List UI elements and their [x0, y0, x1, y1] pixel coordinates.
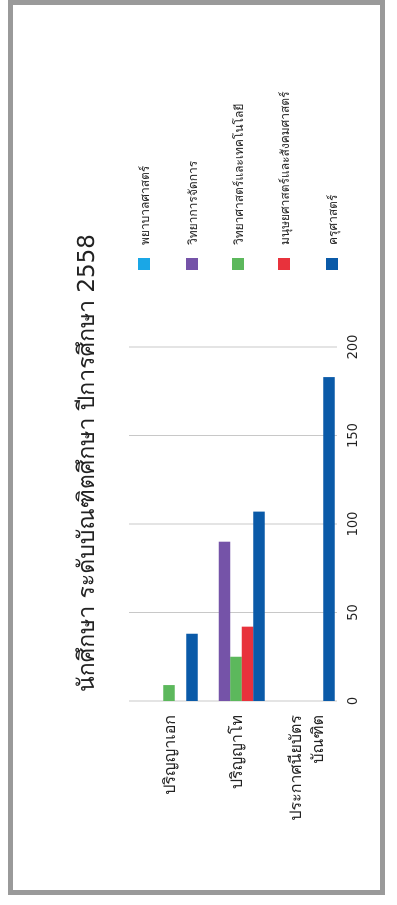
category-label: ปริญญาเอก [160, 715, 179, 795]
tick-label: 200 [346, 335, 361, 360]
bar [163, 685, 175, 701]
legend-swatch [186, 258, 198, 270]
category-label: ปริญญาโท [227, 715, 246, 789]
tick-label: 50 [346, 604, 361, 621]
bar [241, 626, 254, 701]
grid [129, 346, 337, 702]
tick-label: 100 [346, 512, 361, 537]
category-label: ประกาศนียบัตร [286, 715, 305, 821]
chart-frame [8, 0, 385, 895]
legend-label: วิทยาศาสตร์และเทคโนโลยี [232, 104, 246, 246]
bar [253, 511, 265, 701]
legend-swatch [232, 258, 244, 270]
legend-label: พยาบาลศาสตร์ [138, 165, 152, 245]
legend: พยาบาลศาสตร์ วิทยาการจัดการ วิทยาศาสตร์และ… [138, 91, 341, 270]
category-labels: ปริญญาเอก ปริญญาโท ประกาศนียบัตร บัณฑิต [160, 715, 327, 821]
bar [218, 541, 231, 701]
chart-title: นักศึกษา ระดับบัณฑิตศึกษา ปีการศึกษา 255… [74, 234, 100, 692]
legend-label: วิทยาการจัดการ [186, 160, 200, 245]
bars [163, 377, 335, 701]
tick-label: 0 [346, 697, 361, 705]
legend-swatch [138, 258, 150, 270]
legend-label: มนุษยศาสตร์และสังคมศาสตร์ [278, 91, 293, 245]
tick-label: 150 [346, 423, 361, 448]
category-label: บัณฑิต [308, 715, 327, 764]
bar [230, 656, 242, 701]
legend-swatch [326, 258, 338, 270]
legend-label: ครุศาสตร์ [326, 194, 341, 245]
tick-labels: 0 50 100 150 200 [346, 335, 361, 706]
bar [186, 633, 198, 701]
legend-swatch [278, 258, 290, 270]
bar [323, 377, 335, 701]
